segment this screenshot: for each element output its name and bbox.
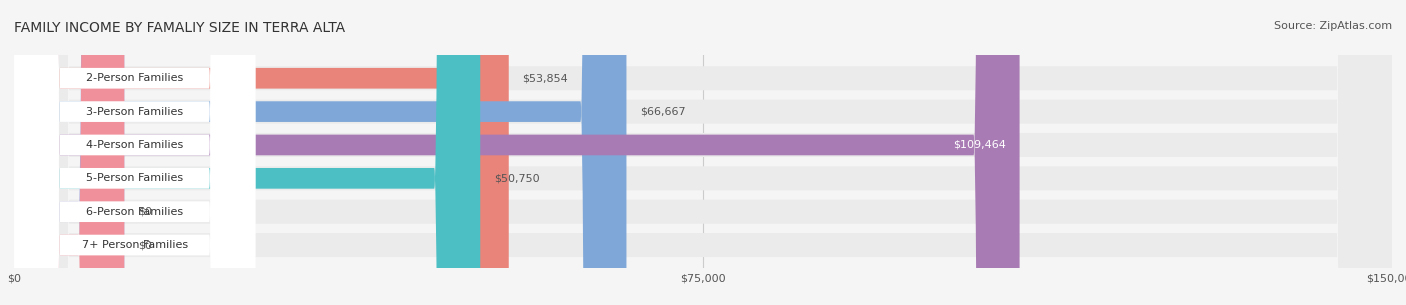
FancyBboxPatch shape bbox=[14, 0, 1019, 305]
Text: $0: $0 bbox=[138, 207, 152, 217]
FancyBboxPatch shape bbox=[14, 0, 256, 305]
Text: FAMILY INCOME BY FAMALIY SIZE IN TERRA ALTA: FAMILY INCOME BY FAMALIY SIZE IN TERRA A… bbox=[14, 21, 346, 35]
Text: 5-Person Families: 5-Person Families bbox=[86, 173, 183, 183]
FancyBboxPatch shape bbox=[14, 0, 256, 305]
FancyBboxPatch shape bbox=[14, 0, 1392, 305]
Text: 2-Person Families: 2-Person Families bbox=[86, 73, 183, 83]
Text: 6-Person Families: 6-Person Families bbox=[86, 207, 183, 217]
Text: Source: ZipAtlas.com: Source: ZipAtlas.com bbox=[1274, 21, 1392, 31]
Text: $66,667: $66,667 bbox=[640, 107, 686, 117]
FancyBboxPatch shape bbox=[14, 0, 627, 305]
FancyBboxPatch shape bbox=[14, 0, 1392, 305]
FancyBboxPatch shape bbox=[14, 0, 256, 305]
Text: 4-Person Families: 4-Person Families bbox=[86, 140, 183, 150]
Text: $109,464: $109,464 bbox=[953, 140, 1005, 150]
FancyBboxPatch shape bbox=[14, 0, 481, 305]
FancyBboxPatch shape bbox=[14, 0, 1392, 305]
FancyBboxPatch shape bbox=[14, 0, 256, 305]
Text: $50,750: $50,750 bbox=[494, 173, 540, 183]
FancyBboxPatch shape bbox=[14, 0, 124, 305]
FancyBboxPatch shape bbox=[14, 0, 509, 305]
FancyBboxPatch shape bbox=[14, 0, 1392, 305]
FancyBboxPatch shape bbox=[14, 0, 256, 305]
FancyBboxPatch shape bbox=[14, 0, 124, 305]
Text: $0: $0 bbox=[138, 240, 152, 250]
FancyBboxPatch shape bbox=[14, 0, 1392, 305]
Text: 3-Person Families: 3-Person Families bbox=[86, 107, 183, 117]
Text: 7+ Person Families: 7+ Person Families bbox=[82, 240, 187, 250]
FancyBboxPatch shape bbox=[14, 0, 256, 305]
FancyBboxPatch shape bbox=[14, 0, 1392, 305]
Text: $53,854: $53,854 bbox=[523, 73, 568, 83]
